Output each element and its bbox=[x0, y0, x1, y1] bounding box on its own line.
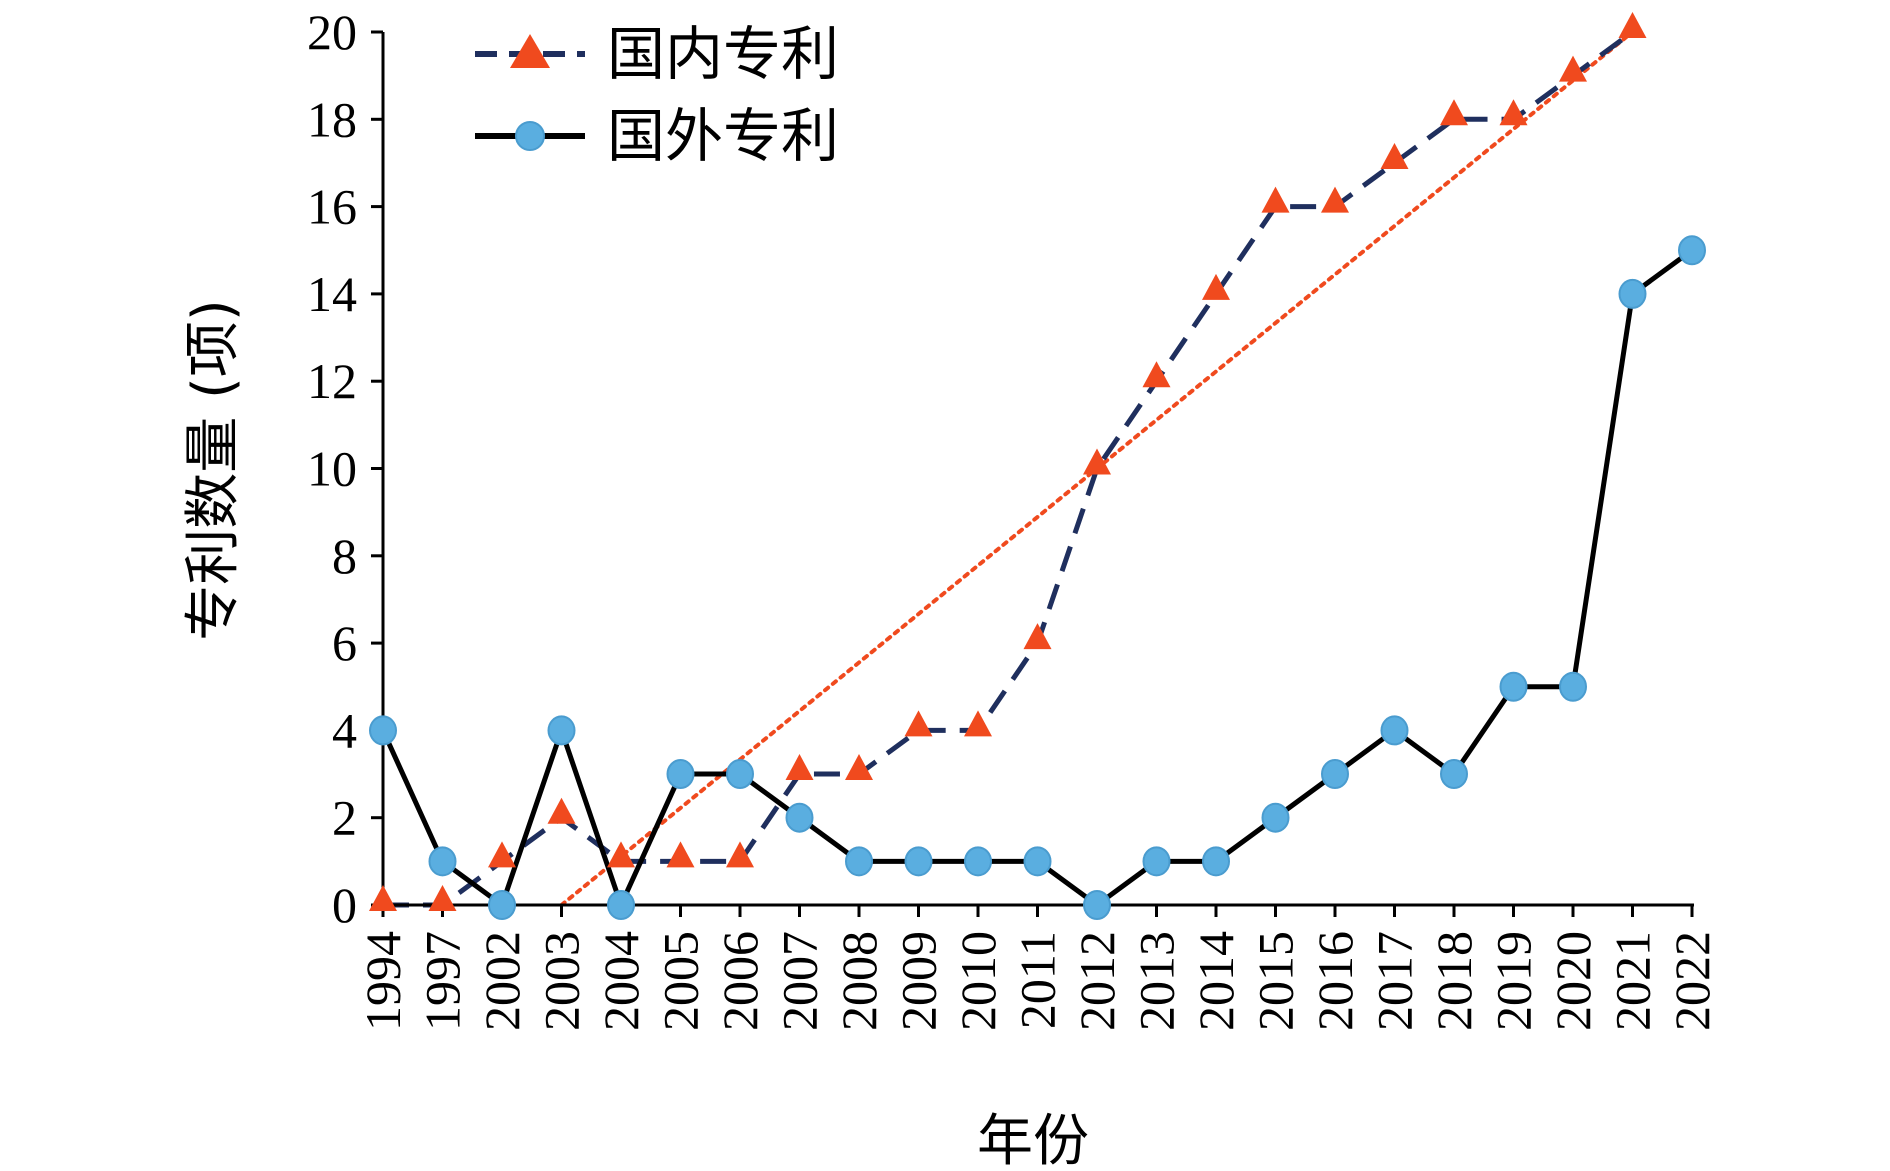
y-tick-label: 20 bbox=[307, 4, 357, 60]
point-foreign-2008 bbox=[845, 846, 873, 877]
point-foreign-2012 bbox=[1083, 890, 1111, 920]
point-foreign-1997 bbox=[428, 846, 457, 877]
point-domestic-2018 bbox=[1440, 99, 1468, 126]
x-tick-label: 2017 bbox=[1367, 931, 1423, 1031]
x-axis-title: 年份 bbox=[977, 1109, 1089, 1171]
point-domestic-2002 bbox=[488, 841, 516, 868]
point-foreign-2017 bbox=[1380, 715, 1409, 746]
x-tick-label: 1997 bbox=[415, 931, 471, 1031]
x-tick-label: 2013 bbox=[1129, 931, 1185, 1031]
legend-swatch-foreign-marker bbox=[515, 121, 545, 151]
point-domestic-2017 bbox=[1380, 142, 1409, 169]
point-foreign-2009 bbox=[904, 846, 933, 877]
point-foreign-1994 bbox=[369, 715, 397, 746]
x-tick-label: 2021 bbox=[1605, 931, 1661, 1031]
y-tick-label: 2 bbox=[332, 790, 357, 846]
x-tick-label: 2011 bbox=[1010, 931, 1066, 1029]
point-foreign-2010 bbox=[964, 846, 992, 877]
x-tick-label: 2007 bbox=[772, 931, 828, 1031]
markers-layer bbox=[369, 12, 1706, 920]
x-tick-label: 2006 bbox=[712, 931, 768, 1031]
x-tick-label: 2005 bbox=[653, 931, 709, 1031]
y-axis-title: 专利数量 (项) bbox=[181, 299, 246, 641]
point-domestic-2007 bbox=[785, 754, 814, 781]
x-tick-label: 2022 bbox=[1664, 931, 1720, 1031]
point-foreign-2011 bbox=[1023, 846, 1052, 877]
series-line-foreign bbox=[380, 248, 1694, 908]
legend-label-domestic: 国内专利 bbox=[607, 20, 839, 88]
x-tick-label: 2014 bbox=[1188, 931, 1244, 1031]
y-tick-label: 18 bbox=[307, 91, 357, 147]
point-domestic-2006 bbox=[726, 841, 754, 868]
point-domestic-2021 bbox=[1618, 12, 1647, 38]
x-tick-label: 2018 bbox=[1426, 931, 1482, 1031]
y-tick-label: 10 bbox=[307, 441, 357, 497]
point-domestic-2019 bbox=[1499, 99, 1528, 126]
point-foreign-2022 bbox=[1678, 235, 1706, 266]
y-tick-label: 0 bbox=[332, 877, 357, 933]
point-foreign-2020 bbox=[1559, 671, 1587, 702]
point-domestic-2009 bbox=[904, 710, 933, 737]
point-domestic-2020 bbox=[1559, 55, 1587, 82]
point-foreign-2005 bbox=[666, 759, 695, 790]
y-tick-label: 6 bbox=[332, 615, 357, 671]
point-domestic-2004 bbox=[607, 841, 635, 868]
x-tick-label: 2002 bbox=[474, 931, 530, 1031]
y-ticks: 0 2 4 6 8 10 12 14 16 18 20 bbox=[307, 4, 383, 933]
point-foreign-2003 bbox=[547, 715, 576, 746]
y-tick-label: 16 bbox=[307, 179, 357, 235]
point-foreign-2007 bbox=[785, 802, 814, 833]
legend-swatch-domestic-marker bbox=[510, 34, 550, 68]
legend-entry-domestic: 国内专利 bbox=[475, 20, 839, 88]
x-tick-label: 2015 bbox=[1248, 931, 1304, 1031]
point-domestic-1997 bbox=[428, 885, 457, 911]
x-tick-label: 2019 bbox=[1486, 931, 1542, 1031]
point-domestic-2010 bbox=[964, 710, 992, 737]
point-domestic-2014 bbox=[1202, 273, 1230, 300]
point-foreign-2016 bbox=[1321, 759, 1349, 790]
legend-entry-foreign: 国外专利 bbox=[475, 102, 839, 170]
x-tick-label: 2020 bbox=[1545, 931, 1601, 1031]
point-domestic-2008 bbox=[845, 754, 873, 781]
point-foreign-2021 bbox=[1618, 278, 1647, 309]
x-tick-label: 2008 bbox=[831, 931, 887, 1031]
x-tick-label: 1994 bbox=[355, 931, 411, 1031]
point-domestic-2013 bbox=[1142, 361, 1171, 388]
point-domestic-2005 bbox=[666, 841, 695, 868]
point-foreign-2004 bbox=[607, 890, 635, 920]
legend-label-foreign: 国外专利 bbox=[607, 102, 839, 170]
legend: 国内专利 国外专利 bbox=[475, 20, 839, 170]
point-foreign-2002 bbox=[488, 890, 516, 920]
x-tick-label: 2004 bbox=[593, 931, 649, 1031]
point-foreign-2019 bbox=[1499, 671, 1528, 702]
point-foreign-2015 bbox=[1261, 802, 1290, 833]
axes bbox=[381, 32, 1694, 907]
y-tick-label: 14 bbox=[307, 266, 357, 322]
point-domestic-2003 bbox=[547, 797, 576, 824]
point-domestic-1994 bbox=[369, 885, 397, 911]
x-tick-label: 2016 bbox=[1307, 931, 1363, 1031]
y-tick-label: 4 bbox=[332, 702, 357, 758]
y-tick-label: 8 bbox=[332, 528, 357, 584]
point-domestic-2011 bbox=[1023, 623, 1052, 650]
x-tick-label: 2010 bbox=[950, 931, 1006, 1031]
x-ticks: 1994 1997 2002 2003 2004 2005 2006 2007 2008 2009… bbox=[355, 905, 1720, 1031]
x-tick-label: 2003 bbox=[534, 931, 590, 1031]
series-layer bbox=[380, 29, 1694, 908]
series-line-domestic bbox=[383, 29, 1634, 908]
x-tick-label: 2009 bbox=[891, 931, 947, 1031]
point-foreign-2006 bbox=[726, 759, 754, 790]
point-domestic-2015 bbox=[1261, 186, 1290, 213]
x-tick-label: 2012 bbox=[1069, 931, 1125, 1031]
point-foreign-2014 bbox=[1202, 846, 1230, 877]
point-foreign-2013 bbox=[1142, 846, 1171, 877]
point-domestic-2016 bbox=[1321, 186, 1349, 213]
point-foreign-2018 bbox=[1440, 759, 1468, 790]
y-tick-label: 12 bbox=[307, 353, 357, 409]
point-domestic-2012 bbox=[1083, 448, 1111, 475]
